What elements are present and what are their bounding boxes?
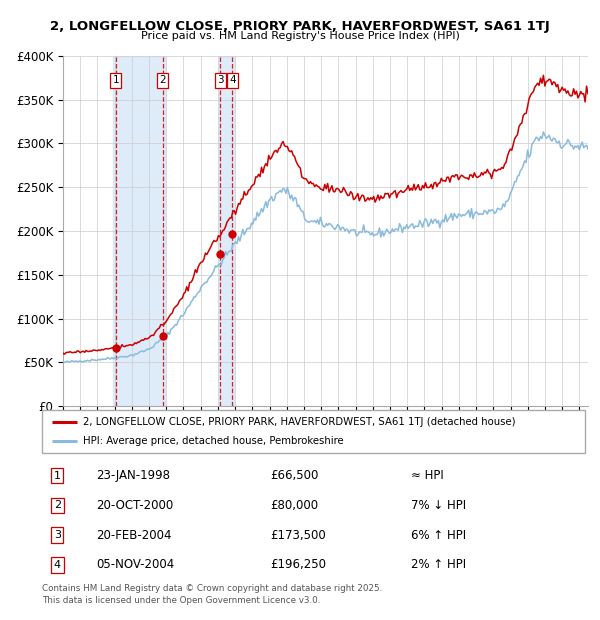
Text: 1: 1: [112, 75, 119, 86]
Text: 20-FEB-2004: 20-FEB-2004: [97, 529, 172, 541]
Text: 2, LONGFELLOW CLOSE, PRIORY PARK, HAVERFORDWEST, SA61 1TJ (detached house): 2, LONGFELLOW CLOSE, PRIORY PARK, HAVERF…: [83, 417, 515, 427]
Text: 3: 3: [54, 530, 61, 540]
Text: 2: 2: [53, 500, 61, 510]
FancyBboxPatch shape: [42, 410, 585, 453]
Text: 7% ↓ HPI: 7% ↓ HPI: [411, 499, 466, 511]
Text: 4: 4: [229, 75, 236, 86]
Bar: [219, 56, 234, 406]
Text: This data is licensed under the Open Government Licence v3.0.: This data is licensed under the Open Gov…: [42, 596, 320, 606]
Bar: [113, 56, 166, 406]
Text: Contains HM Land Registry data © Crown copyright and database right 2025.: Contains HM Land Registry data © Crown c…: [42, 584, 382, 593]
Text: 6% ↑ HPI: 6% ↑ HPI: [411, 529, 466, 541]
Text: £80,000: £80,000: [270, 499, 318, 511]
Text: 3: 3: [217, 75, 223, 86]
Text: 2: 2: [160, 75, 166, 86]
Text: 1: 1: [54, 471, 61, 480]
Text: 05-NOV-2004: 05-NOV-2004: [97, 559, 175, 571]
Text: ≈ HPI: ≈ HPI: [411, 469, 444, 482]
Text: 23-JAN-1998: 23-JAN-1998: [97, 469, 170, 482]
Text: HPI: Average price, detached house, Pembrokeshire: HPI: Average price, detached house, Pemb…: [83, 436, 343, 446]
Text: £196,250: £196,250: [270, 559, 326, 571]
Text: £173,500: £173,500: [270, 529, 326, 541]
Text: £66,500: £66,500: [270, 469, 319, 482]
Text: Price paid vs. HM Land Registry's House Price Index (HPI): Price paid vs. HM Land Registry's House …: [140, 31, 460, 41]
Text: 20-OCT-2000: 20-OCT-2000: [97, 499, 173, 511]
Text: 2, LONGFELLOW CLOSE, PRIORY PARK, HAVERFORDWEST, SA61 1TJ: 2, LONGFELLOW CLOSE, PRIORY PARK, HAVERF…: [50, 20, 550, 33]
Text: 4: 4: [53, 560, 61, 570]
Text: 2% ↑ HPI: 2% ↑ HPI: [411, 559, 466, 571]
